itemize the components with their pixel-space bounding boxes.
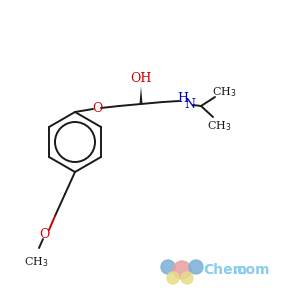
Text: H: H <box>178 92 188 106</box>
Text: OH: OH <box>130 73 152 85</box>
Circle shape <box>161 260 175 274</box>
Text: CH$_3$: CH$_3$ <box>212 85 236 99</box>
Text: O: O <box>39 227 49 241</box>
Text: CH$_3$: CH$_3$ <box>207 119 231 133</box>
Polygon shape <box>140 86 142 104</box>
Circle shape <box>189 260 203 274</box>
Circle shape <box>167 272 179 284</box>
Circle shape <box>173 261 191 279</box>
Text: .com: .com <box>233 263 271 277</box>
Text: N: N <box>184 98 196 110</box>
Text: CH$_3$: CH$_3$ <box>24 255 48 269</box>
Text: Chem: Chem <box>203 263 247 277</box>
Text: O: O <box>92 101 102 115</box>
Circle shape <box>181 272 193 284</box>
